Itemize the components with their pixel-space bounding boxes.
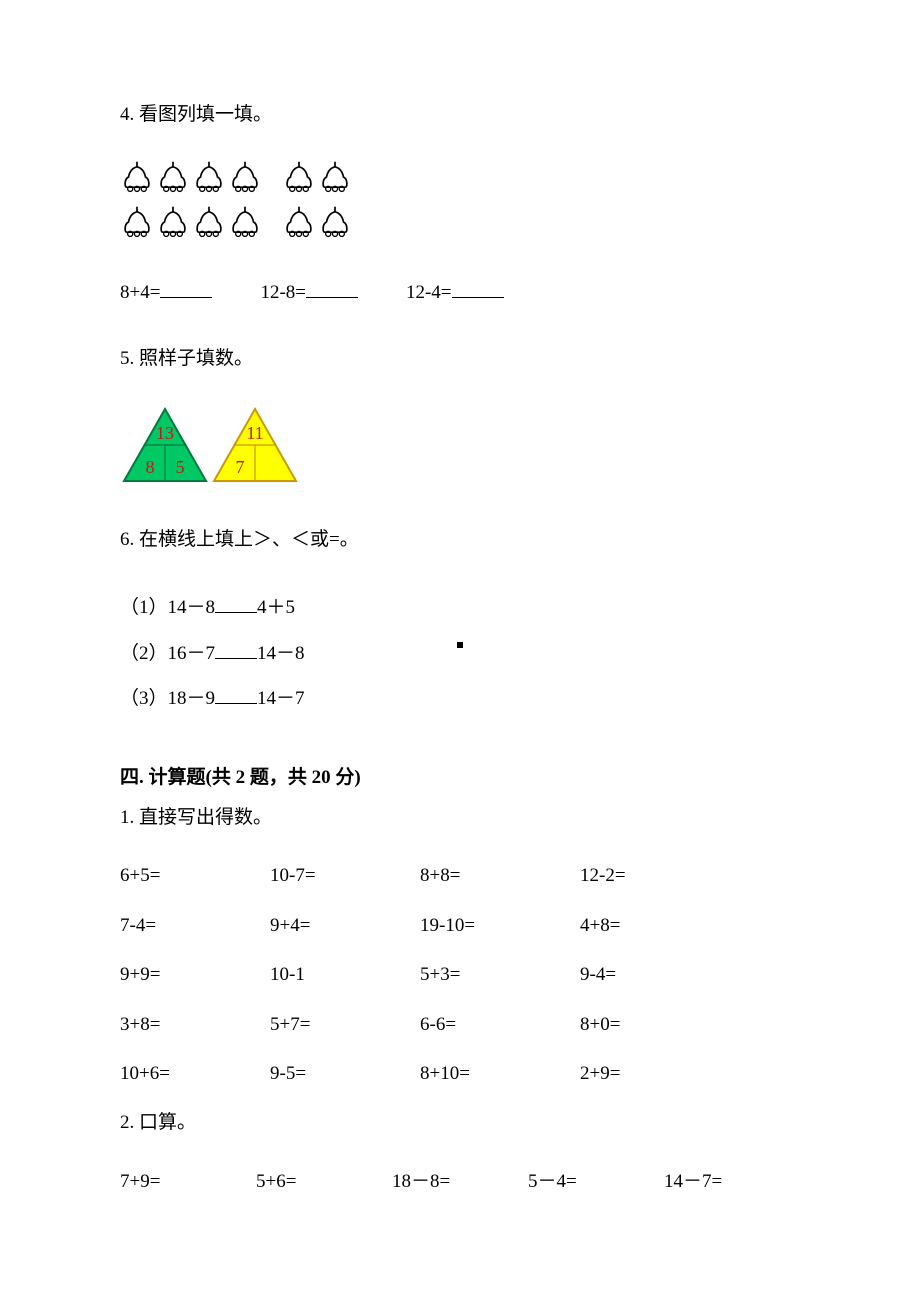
calc-row: 7-4=9+4=19-10=4+8= <box>120 901 800 950</box>
calc-cell: 5+7= <box>270 1000 420 1049</box>
calc-cell: 10-7= <box>270 851 420 900</box>
cars-group <box>120 160 262 199</box>
right-expr: 14－7 <box>257 688 305 709</box>
question-4: 4. 看图列填一填。 <box>120 100 800 304</box>
calc-cell: 5+6= <box>256 1157 392 1206</box>
compare-item: （2）16－7 14－8 <box>120 631 800 677</box>
page-container: 4. 看图列填一填。 <box>0 0 920 1306</box>
number-triangle: 11 7 <box>210 405 300 485</box>
calc-cell: 12-2= <box>580 851 730 900</box>
section-4-header: 四. 计算题(共 2 题，共 20 分) <box>120 762 800 789</box>
answer-blank <box>160 283 212 298</box>
car-icon <box>156 205 190 244</box>
calc-cell: 10-1 <box>270 950 420 999</box>
svg-text:8: 8 <box>146 457 155 477</box>
answer-blank <box>452 283 504 298</box>
compare-blank <box>215 644 257 659</box>
compare-blank <box>215 598 257 613</box>
svg-text:13: 13 <box>156 423 174 443</box>
calc-cell: 7+9= <box>120 1157 256 1206</box>
calc-cell: 8+8= <box>420 851 580 900</box>
calc-cell: 19-10= <box>420 901 580 950</box>
q6-title: 6. 在横线上填上＞、＜或=。 <box>120 525 800 555</box>
expression: 12-8= <box>260 282 306 303</box>
car-icon <box>228 205 262 244</box>
svg-text:11: 11 <box>246 423 263 443</box>
calc-cell: 8+0= <box>580 1000 730 1049</box>
calc-row: 7+9=5+6=18－8=5－4=14－7= <box>120 1157 800 1206</box>
car-icon <box>228 160 262 199</box>
car-icon <box>156 160 190 199</box>
calc-row: 9+9=10-15+3=9-4= <box>120 950 800 999</box>
equation: 12-8= <box>260 282 358 304</box>
compare-item: （1）14－8 4＋5 <box>120 585 800 631</box>
calc-row: 10+6=9-5=8+10=2+9= <box>120 1049 800 1098</box>
calc-cell: 9-5= <box>270 1049 420 1098</box>
equation: 8+4= <box>120 282 212 304</box>
calc-cell: 6+5= <box>120 851 270 900</box>
calc1-grid: 6+5=10-7=8+8=12-2=7-4=9+4=19-10=4+8=9+9=… <box>120 851 800 1098</box>
triangles-figure: 13 8 5 11 7 <box>120 405 800 485</box>
calc-row: 6+5=10-7=8+8=12-2= <box>120 851 800 900</box>
center-marker <box>457 642 463 648</box>
question-6: 6. 在横线上填上＞、＜或=。 （1）14－84＋5（2）16－714－8（3）… <box>120 525 800 722</box>
calc-cell: 5+3= <box>420 950 580 999</box>
calc-cell: 9+9= <box>120 950 270 999</box>
equation: 12-4= <box>406 282 504 304</box>
calc-row: 3+8=5+7=6-6=8+0= <box>120 1000 800 1049</box>
car-icon <box>120 205 154 244</box>
calc-question-1: 1. 直接写出得数。 6+5=10-7=8+8=12-2=7-4=9+4=19-… <box>120 803 800 1098</box>
car-icon <box>192 205 226 244</box>
right-expr: 14－8 <box>257 643 305 664</box>
cars-group <box>282 160 352 199</box>
compare-blank <box>215 689 257 704</box>
cars-group <box>282 205 352 244</box>
calc2-grid: 7+9=5+6=18－8=5－4=14－7= <box>120 1157 800 1206</box>
q4-equations: 8+4= 12-8= 12-4= <box>120 282 800 304</box>
left-expr: 18－9 <box>168 688 216 709</box>
calc-cell: 9-4= <box>580 950 730 999</box>
calc-cell: 7-4= <box>120 901 270 950</box>
car-icon <box>318 205 352 244</box>
compare-item: （3）18－9 14－7 <box>120 676 800 722</box>
calc-cell: 5－4= <box>528 1157 664 1206</box>
calc-question-2: 2. 口算。 7+9=5+6=18－8=5－4=14－7= <box>120 1108 800 1206</box>
calc-cell: 2+9= <box>580 1049 730 1098</box>
car-icon <box>282 160 316 199</box>
calc-cell: 6-6= <box>420 1000 580 1049</box>
cars-row <box>120 160 800 199</box>
q4-title: 4. 看图列填一填。 <box>120 100 800 130</box>
calc-cell: 14－7= <box>664 1157 800 1206</box>
calc-cell: 9+4= <box>270 901 420 950</box>
expression: 12-4= <box>406 282 452 303</box>
calc-cell: 4+8= <box>580 901 730 950</box>
item-label: （1） <box>120 597 168 618</box>
question-5: 5. 照样子填数。 13 8 5 11 7 <box>120 344 800 484</box>
answer-blank <box>306 283 358 298</box>
calc-cell: 8+10= <box>420 1049 580 1098</box>
expression: 8+4= <box>120 282 160 303</box>
cars-group <box>120 205 262 244</box>
car-icon <box>318 160 352 199</box>
calc2-title: 2. 口算。 <box>120 1108 800 1138</box>
q5-title: 5. 照样子填数。 <box>120 344 800 374</box>
car-icon <box>282 205 316 244</box>
calc-cell: 3+8= <box>120 1000 270 1049</box>
item-label: （3） <box>120 688 168 709</box>
item-label: （2） <box>120 643 168 664</box>
left-expr: 16－7 <box>168 643 216 664</box>
svg-text:7: 7 <box>236 457 245 477</box>
car-icon <box>120 160 154 199</box>
cars-row <box>120 205 800 244</box>
calc1-title: 1. 直接写出得数。 <box>120 803 800 833</box>
car-icon <box>192 160 226 199</box>
right-expr: 4＋5 <box>257 597 295 618</box>
svg-text:5: 5 <box>176 457 185 477</box>
left-expr: 14－8 <box>168 597 216 618</box>
q6-items: （1）14－84＋5（2）16－714－8（3）18－914－7 <box>120 585 800 722</box>
calc-cell: 10+6= <box>120 1049 270 1098</box>
cars-figure <box>120 160 800 244</box>
number-triangle: 13 8 5 <box>120 405 210 485</box>
calc-cell: 18－8= <box>392 1157 528 1206</box>
